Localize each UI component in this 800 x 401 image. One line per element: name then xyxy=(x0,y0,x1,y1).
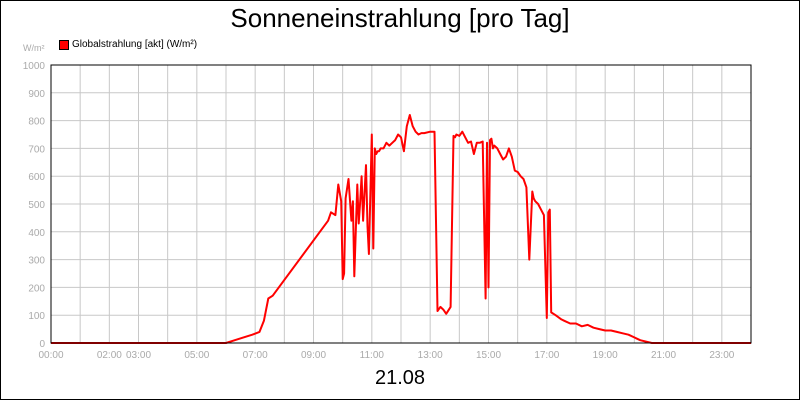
legend: Globalstrahlung [akt] (W/m²) xyxy=(59,39,197,50)
series-layer xyxy=(51,114,751,344)
y-axis-unit: W/m² xyxy=(23,43,45,53)
x-tick-label: 21:00 xyxy=(651,350,676,361)
grid-layer xyxy=(50,64,752,344)
x-axis-date-label: 21.08 xyxy=(374,367,426,389)
x-tick-label: 15:00 xyxy=(476,350,501,361)
tick-layer: 0 100 200 300 400 500 600 700 800 900 1000 00:00 02:… xyxy=(23,61,735,361)
plot-border xyxy=(50,64,752,344)
x-tick-label: 03:00 xyxy=(126,350,151,361)
series-line xyxy=(51,114,751,344)
x-tick-label: 07:00 xyxy=(243,350,268,361)
x-tick-label: 05:00 xyxy=(184,350,209,361)
y-tick-label: 300 xyxy=(28,256,45,267)
y-tick-label: 700 xyxy=(28,144,45,155)
y-tick-label: 900 xyxy=(28,89,45,100)
legend-label: Globalstrahlung [akt] (W/m²) xyxy=(72,39,198,50)
y-tick-label: 1000 xyxy=(23,61,46,72)
x-tick-label: 23:00 xyxy=(709,350,734,361)
y-tick-label: 600 xyxy=(28,172,45,183)
y-tick-label: 400 xyxy=(28,228,45,239)
x-tick-label: 00:00 xyxy=(38,350,63,361)
x-tick-label: 11:00 xyxy=(360,350,385,361)
x-tick-label: 02:00 xyxy=(97,350,122,361)
x-tick-label: 09:00 xyxy=(301,350,326,361)
legend-swatch xyxy=(59,39,69,50)
x-tick-label: 19:00 xyxy=(593,350,618,361)
y-tick-label: 0 xyxy=(39,339,45,350)
x-tick-label: 13:00 xyxy=(418,350,443,361)
y-tick-label: 100 xyxy=(28,311,45,322)
x-tick-label: 17:00 xyxy=(534,350,559,361)
y-tick-label: 200 xyxy=(28,283,45,294)
y-tick-label: 800 xyxy=(28,117,45,128)
chart-title: Sonneneinstrahlung [pro Tag] xyxy=(230,3,570,33)
y-tick-label: 500 xyxy=(28,200,45,211)
